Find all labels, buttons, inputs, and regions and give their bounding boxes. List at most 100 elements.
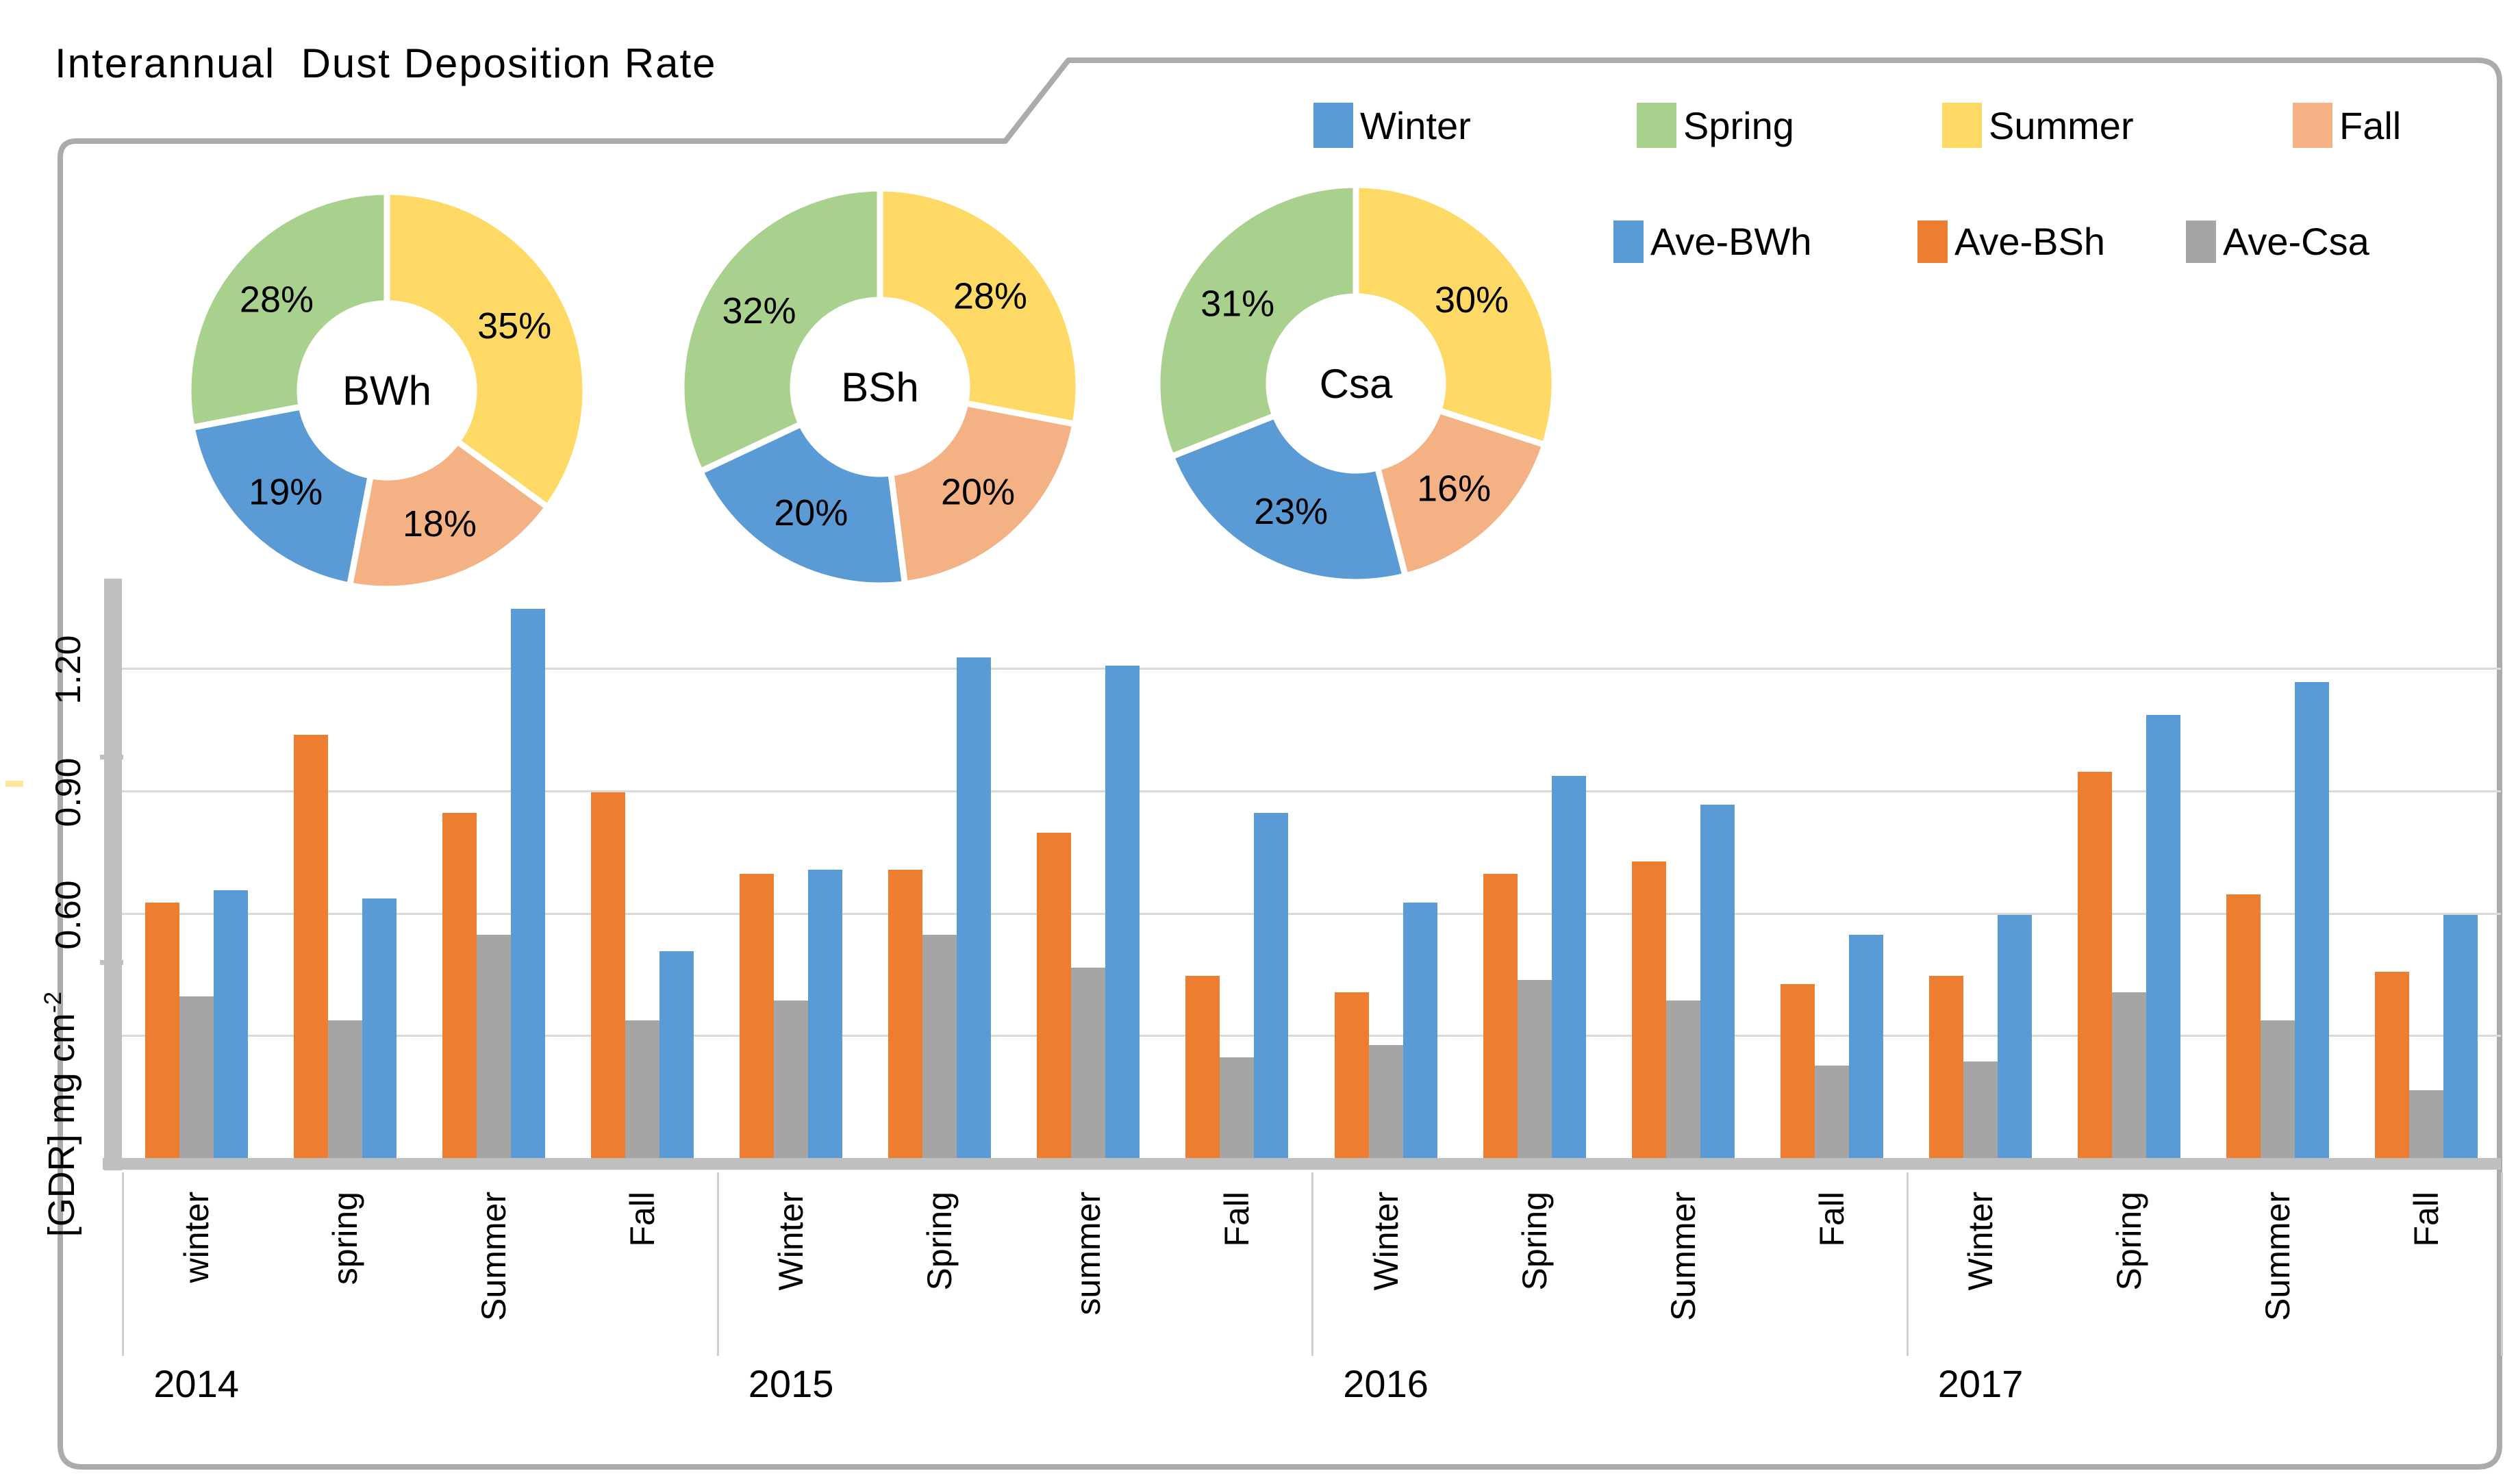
legend-label-ave-csa: Ave-Csa (2223, 220, 2369, 263)
gridline (122, 668, 2501, 670)
donut-chart-bwh: 35% 18% 19% 28% BWh (185, 188, 589, 592)
bar-ave-csa (2112, 992, 2147, 1159)
season-label-2014-spring: spring (325, 1192, 364, 1285)
y-axis-title: [GDR] mg cm-2 (40, 992, 83, 1237)
chart-title: Interannual Dust Deposition Rate (55, 40, 717, 86)
bar-ave-bwh (2295, 681, 2330, 1159)
bar-ave-csa (327, 1020, 362, 1159)
donut-slice-winter (1167, 411, 1409, 586)
bar-ave-bwh (1105, 666, 1140, 1159)
bar-group-2017-spring (2055, 584, 2204, 1159)
bar-ave-bsh (1185, 975, 1220, 1159)
season-label-2017-spring: Spring (2110, 1192, 2149, 1291)
bar-ave-bwh (1551, 776, 1586, 1159)
year-label-2016: 2016 (1343, 1362, 1429, 1405)
bar-ave-bwh (1254, 812, 1289, 1159)
bar-group-2016-summer (1609, 584, 1757, 1159)
bar-ave-csa (774, 1000, 809, 1159)
bar-ave-bsh (740, 873, 775, 1159)
season-label-2015-spring: Spring (920, 1192, 959, 1291)
legend-label-spring: Spring (1683, 103, 1794, 147)
bar-ave-bsh (1780, 983, 1815, 1159)
stray-yellow-dash (5, 781, 23, 787)
bar-ave-bsh (590, 792, 625, 1159)
legend-item-ave-csa: Ave-Csa (2186, 219, 2369, 264)
season-label-2016-fall: Fall (1812, 1192, 1851, 1247)
legend-item-winter: Winter (1313, 103, 1471, 148)
bar-ave-csa (922, 935, 957, 1159)
donut-center-label: BWh (342, 368, 431, 414)
bar-ave-csa (2261, 1020, 2295, 1159)
donut-pct-label: 28% (953, 276, 1027, 317)
bar-ave-bwh (1402, 902, 1437, 1159)
donut-pct-label: 19% (249, 472, 323, 513)
year-label-2015: 2015 (748, 1362, 834, 1405)
bar-group-2014-spring (271, 584, 419, 1159)
donut-pct-label: 20% (774, 492, 848, 533)
bar-ave-bwh (808, 870, 843, 1159)
year-separator (1906, 1172, 1909, 1356)
bar-group-2015-summer (1014, 584, 1163, 1159)
gridline (122, 1035, 2501, 1037)
bar-groups (122, 584, 2501, 1159)
legend-item-ave-bwh: Ave-BWh (1613, 219, 1811, 264)
bar-group-2014-winter (122, 584, 271, 1159)
bar-ave-csa (1814, 1065, 1849, 1159)
bar-group-2016-fall (1757, 584, 1906, 1159)
bar-ave-csa (179, 996, 214, 1159)
ave-bsh-swatch-icon (1917, 220, 1948, 263)
donut-center-label: BSh (841, 364, 918, 410)
legend-label-ave-bwh: Ave-BWh (1650, 220, 1812, 263)
season-label-2016-summer: Summer (1663, 1192, 1702, 1321)
y-tick-label-1.20: 1.20 (49, 635, 88, 705)
season-label-2015-fall: Fall (1218, 1192, 1257, 1247)
bar-ave-bsh (2375, 971, 2410, 1159)
bar-group-2014-summer (419, 584, 568, 1159)
bar-ave-csa (1963, 1061, 1998, 1159)
year-label-2017: 2017 (1937, 1362, 2024, 1405)
season-label-2016-spring: Spring (1515, 1192, 1554, 1291)
bar-ave-bwh (957, 657, 992, 1159)
bar-ave-csa (1517, 979, 1552, 1159)
bar-ave-bsh (1037, 833, 1072, 1159)
bar-ave-csa (1071, 968, 1106, 1159)
bar-ave-csa (625, 1020, 659, 1159)
bar-ave-bsh (442, 812, 477, 1159)
season-label-2014-summer: Summer (474, 1192, 513, 1321)
bar-group-2015-spring (866, 584, 1014, 1159)
bar-ave-bsh (1631, 862, 1666, 1159)
legend-item-fall: Fall (2293, 103, 2401, 148)
donut-pct-label: 18% (403, 503, 477, 544)
bar-group-2017-winter (1907, 584, 2055, 1159)
legend-label-fall: Fall (2339, 103, 2402, 147)
season-label-2017-winter: Winter (1961, 1192, 2000, 1291)
season-label-2014-winter: winter (177, 1192, 216, 1283)
y-axis-title-sup: -2 (40, 992, 66, 1014)
legend-label-summer: Summer (1989, 103, 2134, 147)
donut-center-label: Csa (1320, 361, 1393, 407)
ave-bwh-swatch-icon (1613, 220, 1644, 263)
legend-item-spring: Spring (1637, 103, 1794, 148)
donut-chart-csa: 30% 16% 23% 31% Csa (1154, 181, 1558, 586)
bar-ave-csa (1368, 1045, 1403, 1159)
season-label-2015-summer: summer (1069, 1192, 1108, 1316)
winter-swatch-icon (1313, 103, 1353, 148)
bar-ave-bwh (2146, 714, 2181, 1159)
bar-ave-bwh (1998, 914, 2033, 1159)
bar-group-2015-fall (1163, 584, 1311, 1159)
donut-slice-spring (185, 188, 390, 431)
bar-ave-bwh (510, 608, 545, 1159)
season-label-2017-fall: Fall (2407, 1192, 2446, 1247)
bar-ave-bwh (1700, 804, 1735, 1159)
bar-ave-bsh (293, 735, 328, 1159)
bar-chart-plot-area (122, 584, 2501, 1159)
season-label-2016-winter: Winter (1366, 1192, 1405, 1291)
x-axis-line (103, 1158, 2501, 1170)
year-separator (1311, 1172, 1313, 1356)
donut-slice-fall (1374, 406, 1549, 580)
bar-ave-bsh (1483, 873, 1518, 1159)
year-separator (122, 1172, 124, 1356)
bar-group-2015-winter (717, 584, 866, 1159)
donut-pct-label: 35% (477, 305, 551, 347)
